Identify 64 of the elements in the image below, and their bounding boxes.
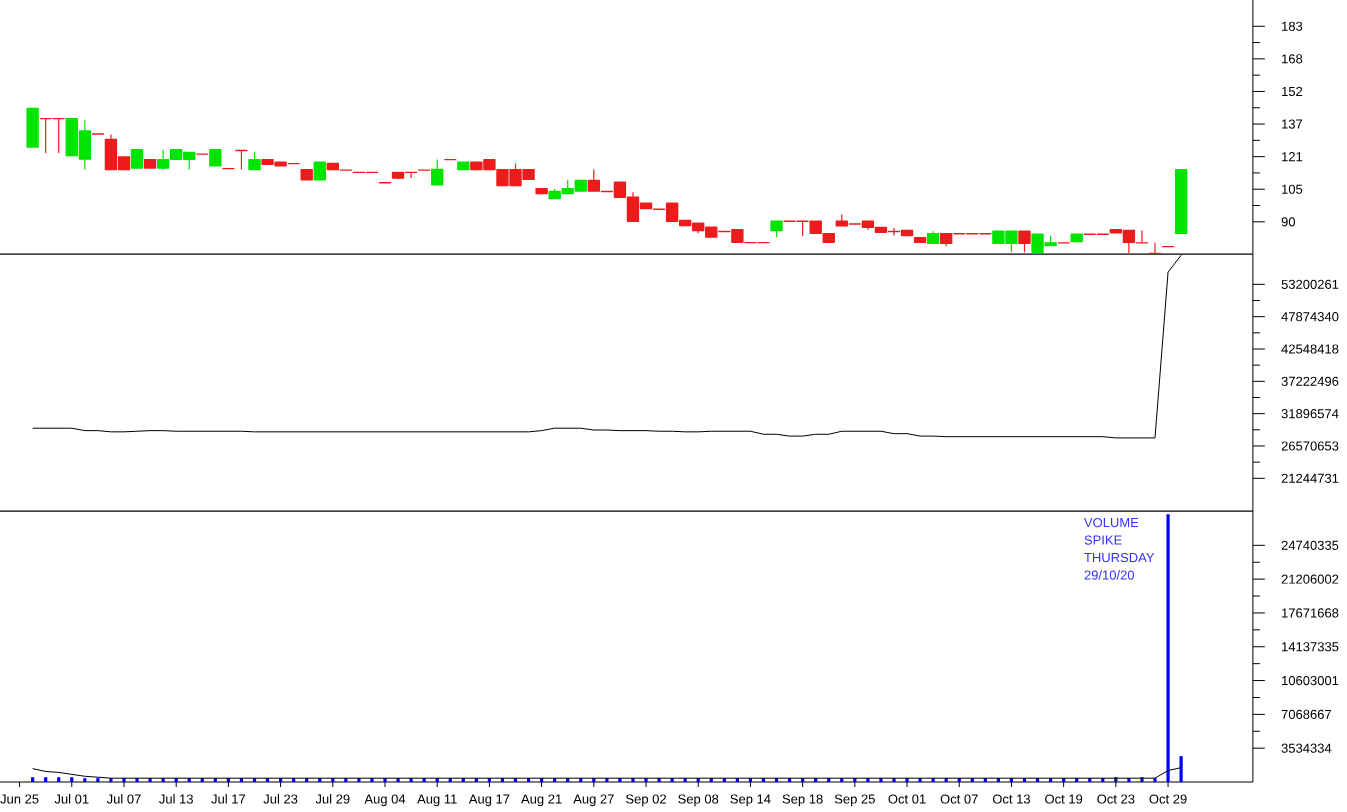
candlestick: [1161, 245, 1175, 248]
x-tick-label: Aug 11: [417, 794, 457, 807]
y-tick-label: 21206002: [1281, 574, 1339, 584]
y-tick-label: 10603001: [1282, 675, 1339, 686]
x-tick-label: Aug 04: [364, 794, 406, 807]
candlestick: [913, 236, 927, 243]
bar: [31, 777, 35, 782]
y-tick-label: 152: [1282, 86, 1303, 97]
annotation: VOLUME SPIKE THURSDAY 29/10/20: [1084, 517, 1155, 580]
candlestick: [26, 107, 39, 148]
x-tick-label: Jul 07: [106, 794, 141, 804]
x-tick-label: Aug 27: [573, 794, 614, 807]
x-tick-label: Oct 01: [888, 794, 926, 804]
bar: [1179, 756, 1183, 782]
y-tick-label: 24740335: [1281, 540, 1339, 550]
bar: [70, 777, 74, 782]
y-tick-label: 137: [1282, 119, 1303, 129]
x-tick-label: Aug 21: [521, 794, 562, 807]
candlestick: [130, 149, 144, 169]
x-tick-label: Sep 25: [834, 794, 875, 807]
y-tick-label: 17671668: [1282, 608, 1339, 618]
y-tick-label: 14137335: [1282, 642, 1339, 652]
y-tick-label: 168: [1282, 54, 1303, 64]
x-tick-label: Sep 08: [678, 794, 719, 807]
bar: [96, 778, 100, 782]
candlestick: [431, 158, 444, 186]
x-tick-label: Jul 29: [315, 794, 350, 804]
x-tick-label: Jul 23: [263, 794, 298, 804]
x-tick-label: Oct 13: [992, 794, 1031, 804]
x-tick-label: Sep 14: [730, 794, 771, 807]
candlestick: [222, 167, 235, 170]
x-tick-label: Sep 18: [782, 794, 823, 807]
candlestick: [444, 158, 457, 161]
bar: [57, 777, 61, 782]
x-tick-label: Jun 25: [0, 794, 39, 804]
y-tick-label: 90: [1281, 217, 1296, 227]
y-tick-label: 53200261: [1281, 279, 1339, 289]
bar: [1166, 514, 1170, 782]
candlestick: [1148, 242, 1162, 254]
x-tick-label: Jul 17: [211, 794, 246, 804]
x-tick-label: Oct 23: [1097, 794, 1135, 804]
x-tick-label: Oct 19: [1045, 794, 1083, 804]
candlestick: [1018, 230, 1031, 253]
bar: [44, 777, 48, 782]
y-tick-label: 7068667: [1281, 709, 1332, 719]
candlestick: [235, 149, 248, 171]
x-tick-label: Jul 01: [54, 794, 89, 804]
y-tick-label: 105: [1282, 184, 1303, 194]
x-tick-label: Jul 13: [159, 794, 193, 804]
y-tick-label: 121: [1282, 152, 1303, 162]
x-tick-label: Aug 17: [468, 794, 510, 807]
y-tick-label: 183: [1282, 21, 1303, 31]
x-tick-label: Oct 29: [1149, 794, 1187, 804]
y-tick-label: 31896574: [1281, 409, 1339, 419]
x-tick-label: Sep 02: [626, 794, 666, 807]
y-tick-label: 37222496: [1281, 376, 1339, 386]
y-tick-label: 3534334: [1281, 743, 1332, 753]
candlestick: [143, 158, 157, 169]
y-tick-label: 21244731: [1281, 473, 1339, 483]
y-tick-label: 26570653: [1281, 441, 1339, 451]
y-tick-label: 47874340: [1281, 312, 1339, 322]
y-tick-label: 42548418: [1281, 344, 1339, 354]
bar: [83, 778, 87, 782]
x-tick-label: Oct 07: [940, 794, 978, 804]
